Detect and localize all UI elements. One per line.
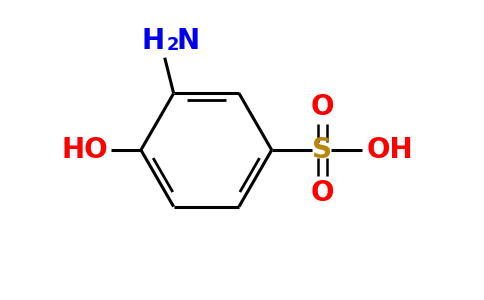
Text: HO: HO [61,136,108,164]
Text: O: O [311,93,334,121]
Text: S: S [312,136,332,164]
Text: OH: OH [367,136,413,164]
Text: H: H [142,27,165,56]
Text: O: O [311,179,334,207]
Text: 2: 2 [166,36,179,54]
Text: N: N [176,27,199,56]
